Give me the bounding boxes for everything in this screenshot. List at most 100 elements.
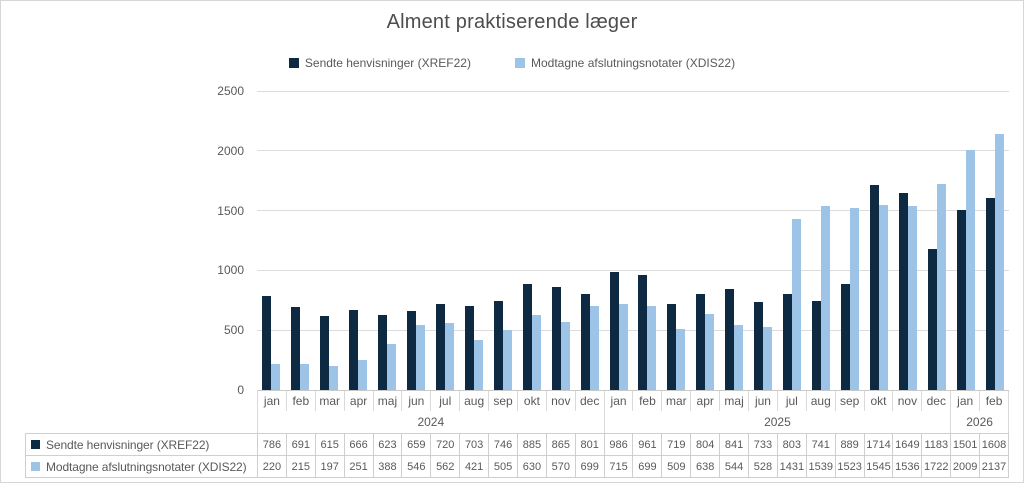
- bar-group-3: [315, 91, 344, 390]
- bar-group-25: [951, 91, 980, 390]
- month-label: feb: [287, 391, 316, 411]
- table-value-series2-col3: 197: [315, 456, 345, 478]
- table-value-series2-col12: 699: [575, 456, 605, 478]
- table-value-series1-col6: 659: [402, 434, 432, 456]
- y-tick-label-1500: 1500: [217, 203, 244, 218]
- table-value-series1-col1: 786: [258, 434, 287, 456]
- bar-series2-maj-5: [387, 344, 397, 390]
- bar-group-6: [402, 91, 431, 390]
- table-series-label-1: Sendte henvisninger (XREF22): [26, 434, 258, 456]
- y-tick-label-2500: 2500: [217, 84, 244, 98]
- table-value-series1-col9: 746: [489, 434, 518, 456]
- table-value-series1-col5: 623: [373, 434, 403, 456]
- bar-series1-apr-4: [349, 310, 359, 390]
- bar-series2-feb-14: [647, 306, 657, 390]
- bar-series1-sep-9: [493, 301, 503, 390]
- bar-series2-jan-25: [965, 150, 975, 390]
- table-value-series1-col10: 885: [517, 434, 547, 456]
- bar-series2-apr-16: [705, 314, 715, 390]
- bar-series1-apr-16: [696, 294, 706, 390]
- month-label: maj: [374, 391, 403, 411]
- bar-group-15: [662, 91, 691, 390]
- bar-series1-dec-12: [580, 294, 590, 390]
- bar-group-17: [720, 91, 749, 390]
- table-value-series2-col23: 1536: [893, 456, 923, 478]
- table-value-series2-col20: 1539: [806, 456, 836, 478]
- month-label: aug: [460, 391, 490, 411]
- table-value-series1-col13: 986: [604, 434, 634, 456]
- month-label: apr: [691, 391, 721, 411]
- bar-series1-nov-23: [898, 193, 908, 390]
- legend-label: Modtagne afslutningsnotater (XDIS22): [530, 56, 736, 70]
- month-label: apr: [345, 391, 374, 411]
- bar-series2-aug-8: [473, 340, 483, 390]
- table-value-series1-col25: 1501: [951, 434, 981, 456]
- gridline-2000: [257, 150, 1009, 152]
- bar-series2-jan-13: [618, 304, 628, 390]
- month-label: jan: [951, 391, 981, 411]
- bar-series2-nov-23: [907, 206, 917, 390]
- table-value-series2-col6: 546: [402, 456, 432, 478]
- table-value-series1-col23: 1649: [893, 434, 923, 456]
- y-tick-label-0: 0: [237, 383, 244, 397]
- month-label: jan: [258, 391, 287, 411]
- bar-group-13: [604, 91, 633, 390]
- x-axis: jan feb mar apr maj jun jul aug sep okt nov dec jan f…: [257, 390, 1009, 433]
- table-value-series1-col18: 733: [749, 434, 778, 456]
- table-value-series2-col1: 220: [258, 456, 287, 478]
- bar-group-5: [373, 91, 402, 390]
- legend-swatch-icon: [288, 58, 299, 68]
- table-value-series1-col8: 703: [460, 434, 490, 456]
- month-label: maj: [720, 391, 750, 411]
- bar-series1-jun-18: [754, 302, 764, 390]
- bar-series1-dec-24: [927, 249, 937, 390]
- table-value-series2-col5: 388: [373, 456, 403, 478]
- table-value-series2-col17: 544: [720, 456, 750, 478]
- table-value-series2-col2: 215: [286, 456, 316, 478]
- bar-series1-mar-3: [320, 316, 330, 390]
- bar-group-23: [893, 91, 922, 390]
- bar-series2-aug-20: [820, 206, 830, 390]
- y-tick-label-500: 500: [223, 323, 244, 338]
- table-legend-key-icon: [31, 462, 40, 471]
- table-value-series2-col24: 1722: [922, 456, 952, 478]
- bar-series2-sep-9: [502, 330, 512, 390]
- chart-title: Alment praktiserende læger: [386, 11, 638, 33]
- bar-series2-okt-10: [531, 315, 541, 390]
- table-series-label-2: Modtagne afslutningsnotater (XDIS22): [26, 456, 258, 478]
- bar-series2-dec-24: [936, 184, 946, 390]
- bar-group-7: [431, 91, 460, 390]
- table-value-series1-col12: 801: [575, 434, 605, 456]
- bar-group-16: [691, 91, 720, 390]
- year-axis-row: 2024 2025 2026: [257, 411, 1009, 433]
- month-label: sep: [489, 391, 518, 411]
- month-axis-row: jan feb mar apr maj jun jul aug sep okt nov dec jan f…: [257, 390, 1009, 411]
- bar-series2-jul-19: [792, 219, 802, 390]
- table-value-series1-col14: 961: [633, 434, 663, 456]
- month-label: jun: [749, 391, 778, 411]
- table-value-series2-col10: 630: [517, 456, 547, 478]
- bar-series2-apr-4: [358, 360, 368, 390]
- bars-container: [257, 91, 1009, 390]
- plot-area: [257, 90, 1009, 390]
- bar-series1-jul-7: [435, 304, 445, 390]
- y-tick-label-2000: 2000: [217, 143, 244, 158]
- bar-series2-okt-22: [878, 205, 888, 390]
- table-value-series1-col26: 1608: [980, 434, 1009, 456]
- bar-series1-mar-15: [667, 304, 677, 390]
- bar-series2-mar-3: [329, 366, 339, 390]
- gridline-1500: [257, 210, 1009, 212]
- table-value-series1-col21: 889: [835, 434, 865, 456]
- bar-group-10: [517, 91, 546, 390]
- table-value-series1-col16: 804: [691, 434, 721, 456]
- bar-series2-jun-18: [763, 327, 773, 390]
- bar-group-20: [807, 91, 836, 390]
- gridline-1000: [257, 269, 1009, 271]
- bar-series2-dec-12: [589, 306, 599, 390]
- bar-series1-jan-13: [609, 272, 619, 390]
- month-label: mar: [662, 391, 692, 411]
- bar-series1-okt-10: [522, 284, 532, 390]
- table-value-series1-col19: 803: [777, 434, 807, 456]
- bar-series2-feb-26: [994, 134, 1004, 390]
